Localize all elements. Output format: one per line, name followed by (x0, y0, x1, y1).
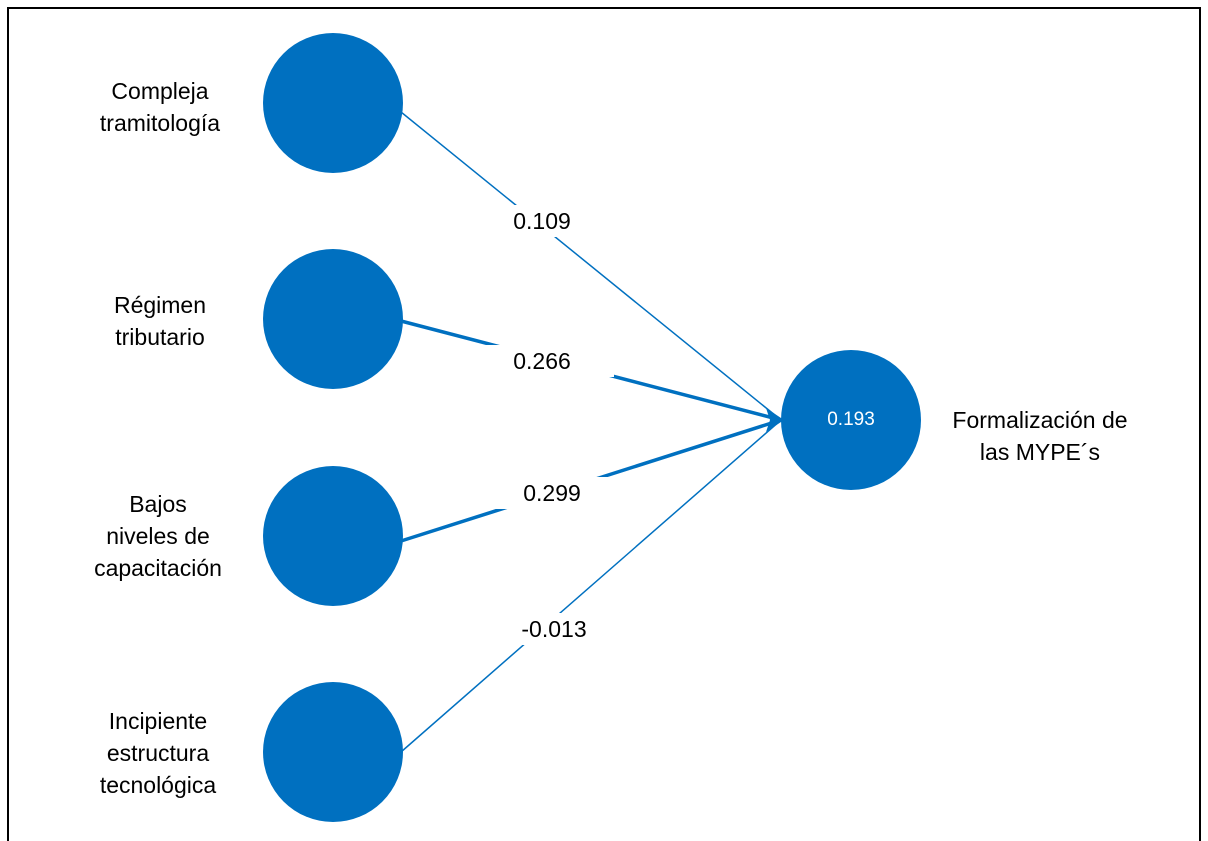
coef-regimen: 0.266 (470, 345, 614, 377)
label-line: Formalización de (952, 407, 1128, 433)
label-line: Compleja (111, 78, 209, 104)
coef-compleja: 0.109 (495, 205, 589, 237)
label-bajos: Bajos niveles de capacitación (48, 488, 268, 584)
label-line: Bajos (129, 491, 187, 517)
frame-border (7, 7, 1201, 841)
label-line: tramitología (99, 110, 221, 136)
label-target: Formalización de las MYPE´s (930, 404, 1150, 468)
label-line: Incipiente (108, 708, 208, 734)
edge-incipiente (400, 419, 782, 753)
coef-incipiente: -0.013 (500, 613, 608, 645)
label-compleja: Compleja tramitología (60, 75, 260, 139)
edge-compleja (400, 111, 782, 421)
label-line: Régimen (113, 292, 207, 318)
node-regimen (263, 249, 403, 389)
label-line: estructura (106, 740, 210, 766)
node-target (781, 350, 921, 490)
label-line: niveles de (106, 523, 210, 549)
node-bajos (263, 466, 403, 606)
label-line: las MYPE´s (979, 439, 1101, 465)
node-incipiente (263, 682, 403, 822)
label-regimen: Régimen tributario (60, 289, 260, 353)
node-compleja (263, 33, 403, 173)
target-r-squared: 0.193 (827, 409, 875, 430)
label-line: tributario (115, 324, 205, 350)
label-line: capacitación (94, 555, 222, 581)
coef-bajos: 0.299 (490, 477, 614, 509)
arrowhead (766, 408, 784, 432)
label-incipiente: Incipiente estructura tecnológica (48, 705, 268, 801)
label-line: tecnológica (99, 772, 217, 798)
